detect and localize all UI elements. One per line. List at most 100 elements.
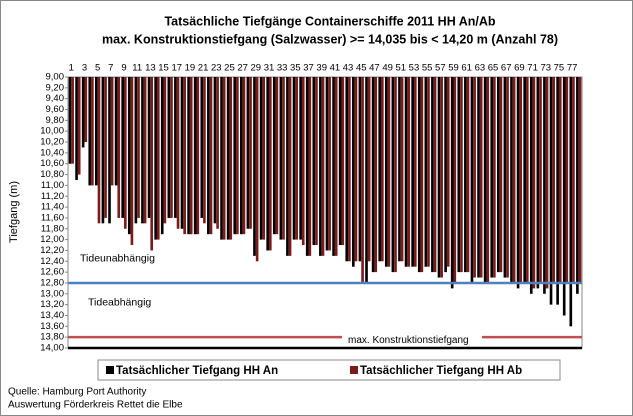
bar <box>479 77 483 278</box>
bar <box>141 77 144 224</box>
bar <box>196 77 200 235</box>
bar <box>460 77 463 273</box>
bar <box>338 77 342 246</box>
y-tick-label: 10,60 <box>40 158 64 169</box>
bar <box>174 77 177 218</box>
bar <box>114 77 118 186</box>
bar <box>88 77 92 186</box>
bar <box>110 77 114 186</box>
x-tick-label: 27 <box>237 63 248 74</box>
bar <box>220 77 223 240</box>
bar <box>200 77 204 218</box>
bar <box>272 77 276 235</box>
bar <box>216 77 219 229</box>
x-tick-label: 3 <box>82 63 87 74</box>
x-tick-label: 25 <box>224 63 235 74</box>
bar <box>470 77 474 283</box>
bar <box>361 77 364 283</box>
bar <box>440 77 443 278</box>
x-tick-label: 1 <box>69 63 74 74</box>
bar <box>288 77 292 256</box>
bar <box>378 77 382 262</box>
chart-subtitle: max. Konstruktionstiefgang (Salzwasser) … <box>102 32 558 46</box>
bar <box>391 77 395 273</box>
bar <box>226 77 230 240</box>
bar <box>450 77 454 289</box>
y-tick-label: 13,40 <box>40 310 64 321</box>
bar <box>189 77 193 235</box>
bar <box>75 77 78 180</box>
bar <box>147 77 151 218</box>
bar <box>453 77 457 283</box>
bar <box>572 77 575 283</box>
bar <box>352 77 355 267</box>
bar <box>170 77 173 218</box>
bar <box>305 77 309 256</box>
bar <box>565 77 569 283</box>
bar <box>97 77 101 224</box>
bar <box>319 77 322 256</box>
bar <box>91 77 94 186</box>
bar <box>71 77 74 164</box>
bar <box>282 77 285 240</box>
bar <box>404 77 408 267</box>
bar <box>81 77 85 148</box>
y-tick-label: 11,60 <box>41 212 64 223</box>
y-tick-label: 13,20 <box>40 299 64 310</box>
bar <box>523 77 526 283</box>
y-axis-label: Tiefgang (m) <box>8 181 20 243</box>
bar <box>279 77 283 240</box>
bar <box>394 77 397 273</box>
footer: Quelle: Hamburg Port Authority <box>8 387 146 398</box>
legend-label: Tatsächlicher Tiefgang HH An <box>116 365 278 377</box>
bar <box>400 77 404 262</box>
x-tick-label: 37 <box>303 63 314 74</box>
x-tick-label: 67 <box>501 63 512 74</box>
bar <box>562 77 566 316</box>
bar <box>187 77 190 235</box>
bar <box>183 77 186 235</box>
y-tick-label: 11,00 <box>41 180 64 191</box>
bar <box>486 77 490 283</box>
bar <box>367 77 371 262</box>
x-tick-label: 51 <box>395 63 406 74</box>
bar <box>420 77 424 273</box>
bar <box>529 77 533 294</box>
bar <box>569 77 573 327</box>
bar <box>387 77 391 267</box>
x-tick-label: 73 <box>540 63 551 74</box>
bar <box>473 77 476 278</box>
bar <box>334 77 338 256</box>
bar <box>275 77 279 235</box>
x-tick-label: 19 <box>185 63 196 74</box>
bar <box>262 77 266 240</box>
x-tick-label: 35 <box>290 63 301 74</box>
bar <box>536 77 540 289</box>
bar <box>124 77 127 229</box>
bar <box>411 77 414 267</box>
bar <box>496 77 500 273</box>
bar <box>543 77 546 294</box>
y-tick-label: 12,00 <box>40 234 64 245</box>
x-tick-label: 23 <box>211 63 222 74</box>
bar <box>525 77 529 283</box>
bar <box>268 77 272 251</box>
bar <box>371 77 375 273</box>
bar <box>506 77 509 278</box>
bar <box>354 77 358 262</box>
footer: Auswertung Förderkreis Rettet die Elbe <box>8 400 183 411</box>
x-tick-label: 15 <box>158 63 169 74</box>
bar <box>127 77 131 235</box>
bar <box>417 77 421 273</box>
bar <box>556 77 559 305</box>
bar <box>154 77 157 240</box>
bar <box>193 77 197 235</box>
bar <box>253 77 256 256</box>
bar <box>341 77 345 246</box>
y-tick-label: 12,40 <box>40 256 64 267</box>
y-tick-label: 9,60 <box>46 104 65 115</box>
bar <box>477 77 480 278</box>
bar <box>207 77 210 235</box>
y-tick-label: 10,20 <box>40 137 64 148</box>
bar <box>130 77 134 246</box>
